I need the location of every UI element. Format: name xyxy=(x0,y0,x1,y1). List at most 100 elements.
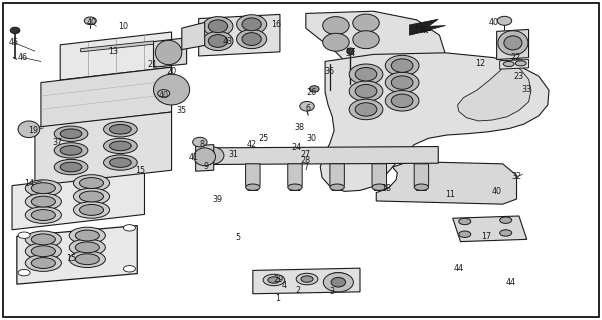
Ellipse shape xyxy=(309,86,319,92)
Ellipse shape xyxy=(110,141,131,151)
Polygon shape xyxy=(320,53,549,191)
Ellipse shape xyxy=(323,17,349,35)
Polygon shape xyxy=(458,61,531,121)
Polygon shape xyxy=(211,147,438,164)
Ellipse shape xyxy=(75,230,99,241)
Text: 41: 41 xyxy=(189,153,199,162)
Ellipse shape xyxy=(208,35,228,47)
Ellipse shape xyxy=(301,276,313,282)
Text: 20: 20 xyxy=(167,67,176,76)
Polygon shape xyxy=(372,164,386,190)
Text: 34: 34 xyxy=(346,49,355,58)
Text: 33: 33 xyxy=(522,85,532,94)
Ellipse shape xyxy=(31,183,55,194)
Ellipse shape xyxy=(31,234,55,245)
Text: FR.: FR. xyxy=(414,26,429,35)
Ellipse shape xyxy=(503,61,514,67)
Polygon shape xyxy=(376,162,517,204)
Ellipse shape xyxy=(355,103,377,116)
Ellipse shape xyxy=(349,99,383,120)
Text: 44: 44 xyxy=(506,278,515,287)
Ellipse shape xyxy=(123,225,135,231)
Ellipse shape xyxy=(347,48,354,54)
Text: 21: 21 xyxy=(147,60,157,69)
Text: 3: 3 xyxy=(330,287,335,296)
Text: 13: 13 xyxy=(108,47,118,56)
Ellipse shape xyxy=(385,72,419,93)
Ellipse shape xyxy=(194,148,216,166)
Ellipse shape xyxy=(155,40,182,65)
Ellipse shape xyxy=(331,277,346,287)
Text: 43: 43 xyxy=(223,37,232,46)
Ellipse shape xyxy=(79,191,104,202)
Polygon shape xyxy=(154,38,187,67)
Text: 35: 35 xyxy=(177,106,187,115)
Ellipse shape xyxy=(268,277,280,283)
Ellipse shape xyxy=(385,91,419,111)
Ellipse shape xyxy=(25,180,61,196)
Ellipse shape xyxy=(73,188,110,205)
Text: 4: 4 xyxy=(282,281,287,290)
Ellipse shape xyxy=(25,207,61,223)
Ellipse shape xyxy=(158,90,170,97)
Ellipse shape xyxy=(391,94,413,108)
Ellipse shape xyxy=(60,146,82,155)
Polygon shape xyxy=(253,268,360,294)
Polygon shape xyxy=(288,164,302,190)
Ellipse shape xyxy=(237,29,267,49)
Ellipse shape xyxy=(104,122,137,137)
Ellipse shape xyxy=(459,231,471,237)
Ellipse shape xyxy=(60,162,82,172)
Ellipse shape xyxy=(500,217,512,223)
Ellipse shape xyxy=(25,193,61,210)
Text: 27: 27 xyxy=(300,150,311,159)
Text: 39: 39 xyxy=(213,196,223,204)
Polygon shape xyxy=(409,19,445,35)
Polygon shape xyxy=(500,60,529,69)
Ellipse shape xyxy=(25,255,61,271)
Text: 29: 29 xyxy=(273,275,284,284)
Ellipse shape xyxy=(31,210,55,220)
Ellipse shape xyxy=(414,184,429,190)
Ellipse shape xyxy=(497,16,512,25)
Ellipse shape xyxy=(332,275,344,282)
Text: 37: 37 xyxy=(52,138,62,147)
Ellipse shape xyxy=(330,184,344,190)
Text: 6: 6 xyxy=(306,104,311,113)
Ellipse shape xyxy=(69,227,105,244)
Polygon shape xyxy=(453,216,527,242)
Polygon shape xyxy=(12,170,144,230)
Polygon shape xyxy=(306,11,445,92)
Text: 2: 2 xyxy=(296,286,300,295)
Ellipse shape xyxy=(242,33,261,45)
Polygon shape xyxy=(60,32,172,80)
Ellipse shape xyxy=(515,61,526,66)
Ellipse shape xyxy=(203,17,233,36)
Text: 5: 5 xyxy=(235,233,240,242)
Ellipse shape xyxy=(203,31,233,51)
Ellipse shape xyxy=(84,17,96,25)
Ellipse shape xyxy=(504,36,522,50)
Ellipse shape xyxy=(500,230,512,236)
Ellipse shape xyxy=(73,202,110,218)
Text: 42: 42 xyxy=(247,140,256,149)
Text: 26: 26 xyxy=(307,88,317,97)
Ellipse shape xyxy=(154,74,190,105)
Polygon shape xyxy=(497,29,529,60)
Text: 40: 40 xyxy=(159,92,169,100)
Ellipse shape xyxy=(104,155,137,170)
Ellipse shape xyxy=(353,31,379,49)
Ellipse shape xyxy=(391,59,413,72)
Ellipse shape xyxy=(54,126,88,141)
Ellipse shape xyxy=(25,231,61,248)
Ellipse shape xyxy=(323,33,349,51)
Ellipse shape xyxy=(18,232,30,238)
Text: 11: 11 xyxy=(445,190,455,199)
Ellipse shape xyxy=(323,273,353,292)
Ellipse shape xyxy=(349,81,383,101)
Text: 36: 36 xyxy=(325,67,335,76)
Ellipse shape xyxy=(10,27,20,34)
Ellipse shape xyxy=(31,246,55,257)
Ellipse shape xyxy=(355,68,377,81)
Text: 17: 17 xyxy=(482,232,491,241)
